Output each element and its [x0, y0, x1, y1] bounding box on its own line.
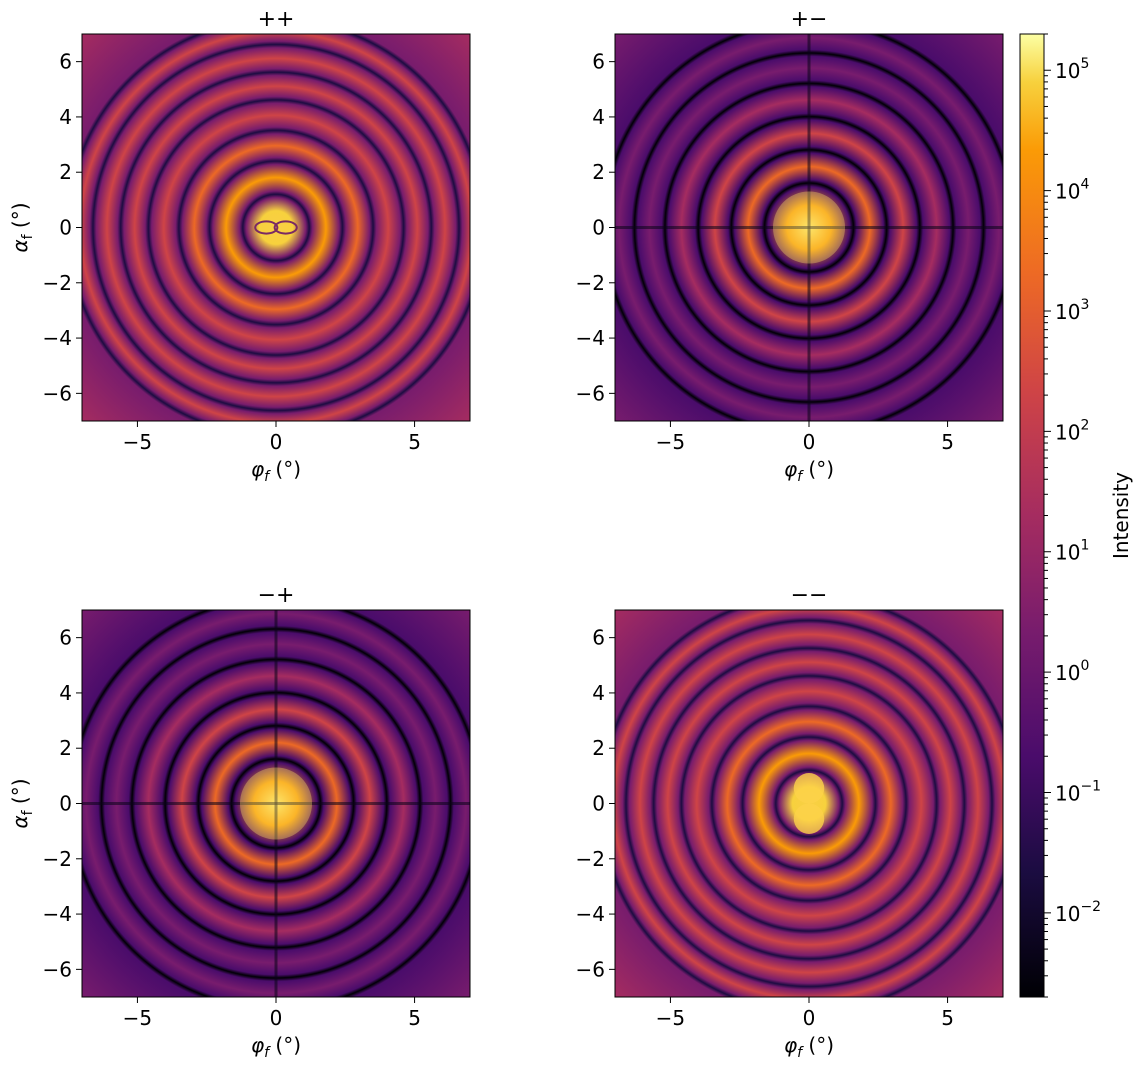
x-tick-label: 0 [803, 1006, 816, 1030]
panel-3: −+ −5 0 5 −6 −4 −2 0 2 4 6 φf (°) αf (°) [8, 583, 471, 1061]
x-tick-label: −5 [123, 1006, 152, 1030]
colorbar-gradient [1019, 33, 1045, 998]
x-tick-label: 0 [270, 430, 283, 454]
x-tick-label: 0 [270, 1006, 283, 1030]
y-tick-label: 6 [59, 50, 72, 74]
y-tick-label: 0 [592, 792, 605, 816]
center-minimum-left-lobe [254, 220, 279, 235]
y-tick-label: 0 [592, 216, 605, 240]
x-tick-label: −5 [656, 1006, 685, 1030]
x-tick-label: 5 [941, 1006, 954, 1030]
heatmap-field [82, 34, 470, 421]
colorbar-tick-label: 102 [1055, 417, 1089, 444]
y-tick-label: 6 [59, 626, 72, 650]
y-tick-label: −2 [576, 271, 605, 295]
panel-2: +− −5 0 5 −6 −4 −2 0 2 4 6 φf (°) [576, 7, 1004, 485]
y-tick-label: −4 [43, 902, 72, 926]
colorbar-tick-label: 103 [1055, 297, 1089, 324]
x-tick-label: 0 [803, 430, 816, 454]
panel-title: −+ [258, 583, 295, 608]
y-tick-label: 0 [59, 792, 72, 816]
x-tick-label: 5 [941, 430, 954, 454]
x-tick-label: −5 [656, 430, 685, 454]
y-tick-label: −4 [576, 902, 605, 926]
y-tick-label: 6 [592, 626, 605, 650]
colorbar-tick-label: 105 [1055, 56, 1089, 83]
x-tick-label: 5 [408, 1006, 421, 1030]
y-tick-label: −4 [576, 326, 605, 350]
x-axis-label: φf (°) [784, 1033, 834, 1061]
x-axis-label: φf (°) [784, 457, 834, 485]
y-tick-label: −4 [43, 326, 72, 350]
y-tick-label: 0 [59, 216, 72, 240]
colorbar-label: Intensity [1109, 472, 1133, 559]
colorbar-tick-label: 104 [1055, 177, 1089, 204]
y-tick-label: −6 [43, 957, 72, 981]
colorbar-tick-label: 10−2 [1055, 899, 1101, 926]
y-tick-label: 4 [59, 105, 72, 129]
panel-title: ++ [258, 7, 295, 32]
y-tick-label: 4 [592, 681, 605, 705]
y-tick-label: −6 [576, 381, 605, 405]
colorbar-tick-label: 10−1 [1055, 778, 1101, 805]
center-lower-lobe [793, 803, 825, 834]
y-tick-label: −2 [576, 847, 605, 871]
y-tick-label: −6 [576, 957, 605, 981]
center-upper-lobe [793, 773, 825, 804]
y-tick-label: 6 [592, 50, 605, 74]
colorbar-tick-label: 101 [1055, 538, 1089, 565]
x-axis-label: φf (°) [251, 1033, 301, 1061]
y-tick-label: 2 [592, 736, 605, 760]
panel-title: −− [791, 583, 828, 608]
panel-4: −− −5 0 5 −6 −4 −2 0 2 4 6 φf (°) [576, 583, 1004, 1061]
y-axis-label: αf (°) [8, 202, 36, 252]
panel-title: +− [791, 7, 828, 32]
y-tick-label: −2 [43, 271, 72, 295]
x-tick-label: 5 [408, 430, 421, 454]
y-tick-label: 2 [592, 160, 605, 184]
center-minimum-right-lobe [273, 220, 298, 235]
center-lobes [239, 767, 313, 840]
x-tick-label: −5 [123, 430, 152, 454]
x-axis-label: φf (°) [251, 457, 301, 485]
y-tick-label: −6 [43, 381, 72, 405]
y-tick-label: 4 [592, 105, 605, 129]
colorbar: 105 104 103 102 101 100 10−1 10−2 Intensity [1019, 33, 1133, 998]
y-tick-label: −2 [43, 847, 72, 871]
y-tick-label: 2 [59, 736, 72, 760]
y-tick-label: 4 [59, 681, 72, 705]
y-tick-label: 2 [59, 160, 72, 184]
center-lobes [772, 191, 846, 264]
panel-1: ++ −5 0 5 −6 −4 −2 0 2 4 6 φf (°) αf (°) [8, 7, 471, 485]
y-axis-label: αf (°) [8, 778, 36, 828]
colorbar-tick-label: 100 [1055, 658, 1089, 685]
